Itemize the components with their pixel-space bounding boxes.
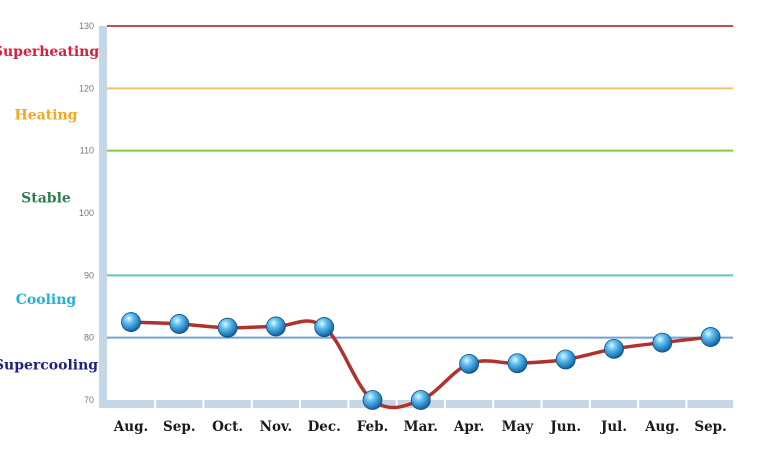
data-point [217,317,238,338]
data-point [362,390,383,410]
data-point [604,338,624,359]
data-point [459,353,480,374]
y-tick-label: 80 [84,333,94,343]
data-point [265,316,286,337]
x-tick-label: Aug. [644,419,679,435]
y-tick-label: 110 [80,146,94,156]
y-tick-label: 70 [84,395,94,405]
data-point [410,390,431,410]
y-axis-bar [99,26,107,408]
data-point [169,314,190,334]
data-point [121,312,141,332]
x-tick-label: Apr. [453,419,485,435]
x-tick-label: Sep. [163,419,195,435]
y-tick-label: 100 [79,208,94,218]
data-point [507,353,528,374]
zone-label: Cooling [16,292,77,308]
x-tick-label: Mar. [404,419,438,435]
zone-label: Supercooling [0,357,98,373]
data-point [700,327,721,347]
y-tick-label: 90 [84,270,94,280]
zone-label: Stable [21,190,71,206]
data-point [314,317,335,337]
x-tick-label: Oct. [212,419,243,435]
x-tick-label: Jun. [549,419,581,435]
y-tick-label: 130 [79,21,94,31]
x-tick-label: Dec. [308,419,341,435]
x-tick-label: Feb. [357,419,389,435]
x-tick-label: May [502,419,535,435]
x-tick-label: Nov. [260,419,293,435]
y-tick-label: 120 [79,83,94,93]
x-tick-label: Sep. [694,419,726,435]
zone-label: Heating [15,108,78,124]
x-tick-label: Jul. [600,419,627,435]
data-point [652,332,673,353]
zone-label: Superheating [0,44,99,60]
x-tick-label: Aug. [113,419,148,435]
data-point [555,349,576,370]
